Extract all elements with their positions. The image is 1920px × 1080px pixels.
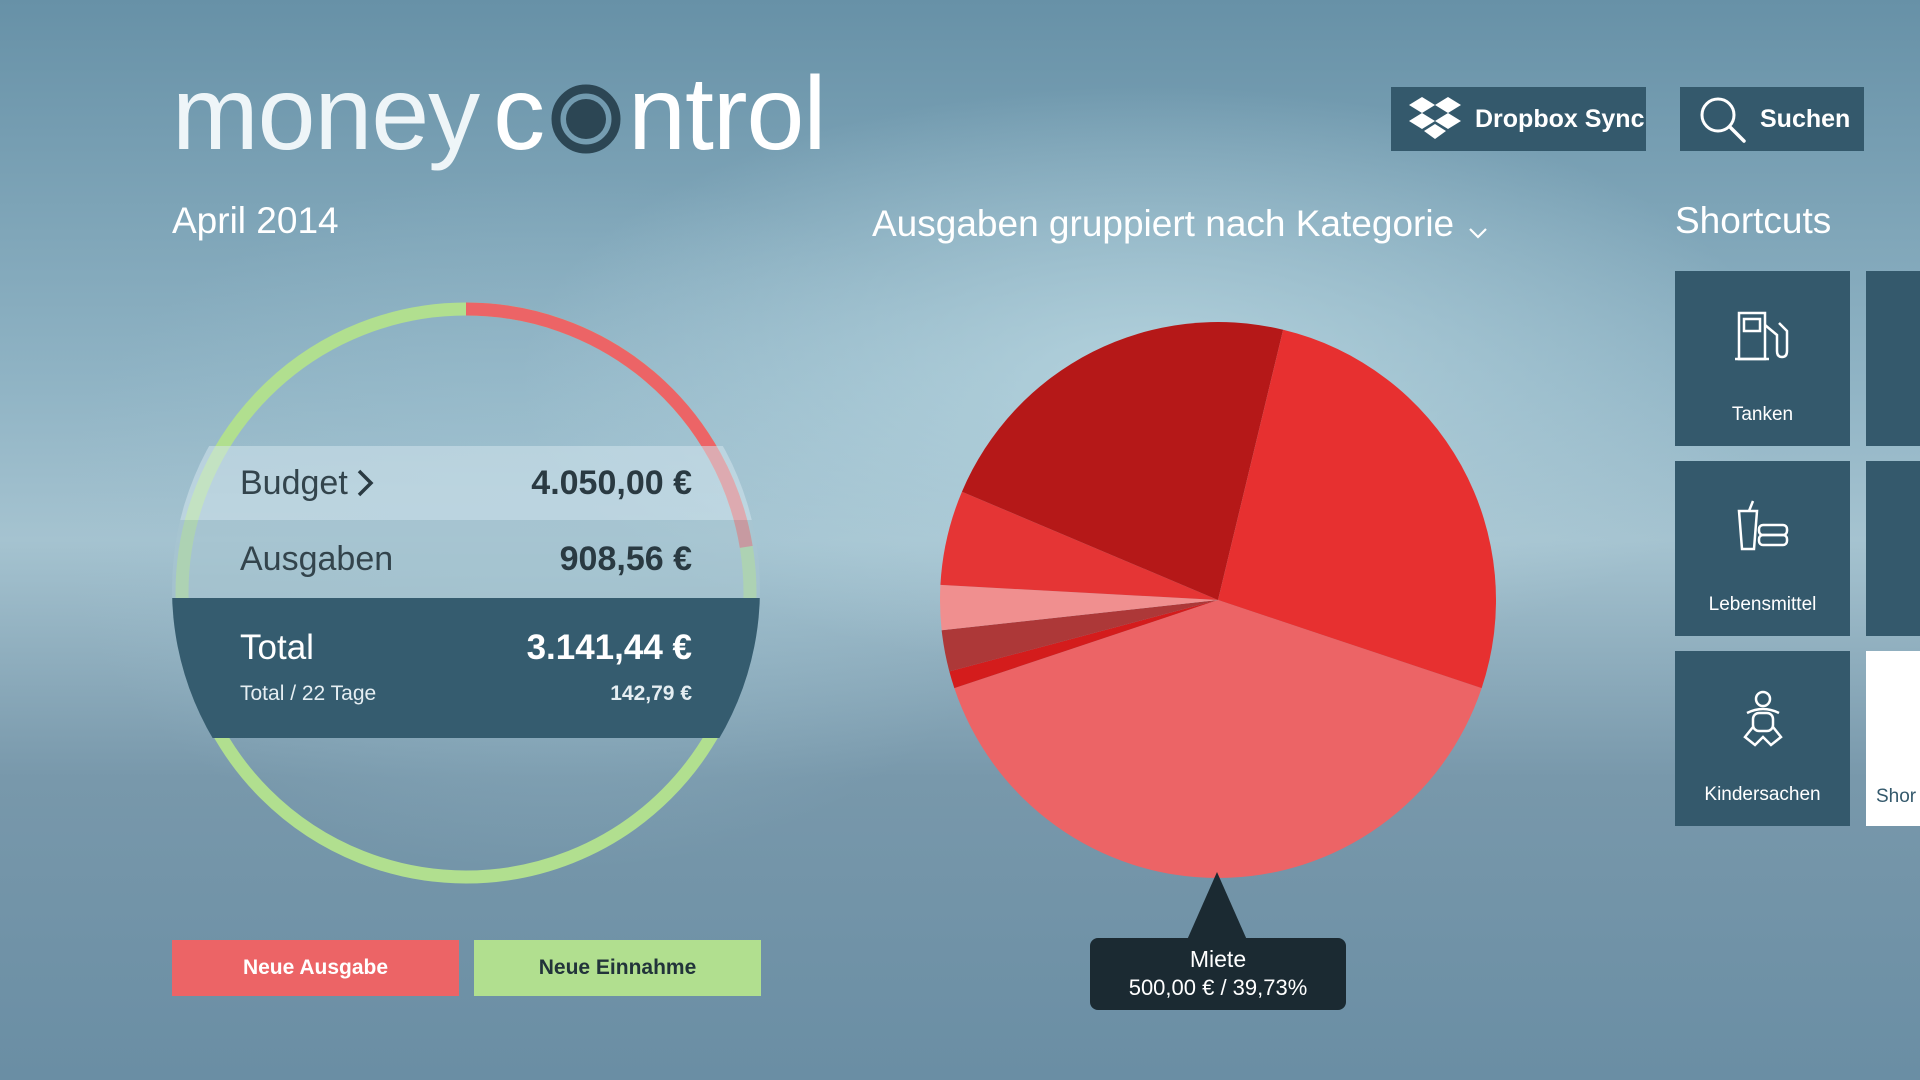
chevron-down-icon: [1468, 206, 1488, 248]
shortcut-label: Tanken: [1731, 404, 1794, 425]
search-icon: [1698, 95, 1746, 143]
fuel-pump-icon: [1675, 309, 1850, 365]
dropbox-sync-label: Dropbox Sync: [1475, 104, 1645, 133]
shortcut-label: Kindersachen: [1704, 784, 1821, 805]
month-title: April 2014: [172, 200, 339, 241]
tooltip-title: Miete: [1189, 946, 1247, 972]
pie-tooltip: Miete 500,00 € / 39,73%: [1090, 938, 1346, 1010]
shortcut-label: Lebensmittel: [1708, 594, 1817, 615]
pie-slice-4[interactable]: [940, 491, 1218, 600]
expenses-row: Ausgaben 908,56 €: [172, 520, 760, 598]
logo-o-icon: [546, 75, 626, 155]
pie-slice-5[interactable]: [961, 322, 1284, 600]
shortcuts-title: Shortcuts: [1675, 200, 1832, 241]
shortcut-tile-add[interactable]: Shor: [1866, 651, 1920, 826]
total-value: 3.141,44 €: [526, 628, 692, 667]
new-income-button[interactable]: Neue Einnahme: [474, 940, 761, 996]
budget-label: Budget: [240, 464, 374, 507]
per-day-label: Total / 22 Tage: [240, 682, 377, 705]
dropbox-sync-button[interactable]: Dropbox Sync: [1391, 87, 1646, 151]
logo-control-end: ntrol: [628, 56, 826, 172]
pie-slice-1[interactable]: [949, 600, 1218, 689]
logo-money-text: money: [172, 56, 480, 172]
shortcut-tile-kindersachen[interactable]: Kindersachen: [1675, 651, 1850, 826]
shortcut-tile-lebensmittel[interactable]: Lebensmittel: [1675, 461, 1850, 636]
shortcut-tile-partial[interactable]: [1866, 461, 1920, 636]
pie-slice-6[interactable]: [1218, 329, 1496, 689]
chevron-right-icon: [356, 468, 374, 507]
budget-value: 4.050,00 €: [531, 464, 692, 502]
shortcut-partial-label: Shor: [1876, 786, 1917, 807]
expenses-label: Ausgaben: [240, 540, 394, 578]
new-expense-button[interactable]: Neue Ausgabe: [172, 940, 459, 996]
search-label: Suchen: [1760, 104, 1851, 133]
budget-label-text: Budget: [240, 464, 348, 502]
pie-slice-0[interactable]: [954, 600, 1482, 878]
pie-slice-2[interactable]: [941, 600, 1218, 672]
shortcut-tile-partial[interactable]: [1866, 271, 1920, 446]
tooltip-arrow: [1187, 872, 1247, 940]
dropbox-icon: [1409, 95, 1461, 143]
total-label: Total: [240, 628, 314, 667]
app-logo: money c ntrol: [172, 56, 826, 172]
logo-control-start: c: [493, 56, 545, 172]
chart-title: Ausgaben gruppiert nach Kategorie: [872, 203, 1455, 244]
pie-slice-3[interactable]: [940, 584, 1218, 631]
total-row: Total 3.141,44 € Total / 22 Tage 142,79 …: [172, 598, 760, 738]
shortcut-tile-tanken[interactable]: Tanken: [1675, 271, 1850, 446]
baby-icon: [1675, 689, 1850, 749]
budget-ring-spent: [175, 302, 757, 884]
expenses-value: 908,56 €: [559, 540, 692, 578]
expense-pie-chart: [940, 322, 1496, 878]
chart-grouping-selector[interactable]: Ausgaben gruppiert nach Kategorie: [872, 200, 1488, 248]
tooltip-value: 500,00 € / 39,73%: [1128, 975, 1308, 1000]
budget-panel: Budget 4.050,00 € Ausgaben 908,56 € Tota…: [172, 295, 760, 883]
per-day-value: 142,79 €: [610, 682, 692, 705]
budget-row[interactable]: Budget 4.050,00 €: [172, 446, 760, 520]
logo-control-text: c ntrol: [493, 62, 826, 166]
groceries-icon: [1675, 499, 1850, 555]
search-button[interactable]: Suchen: [1680, 87, 1864, 151]
